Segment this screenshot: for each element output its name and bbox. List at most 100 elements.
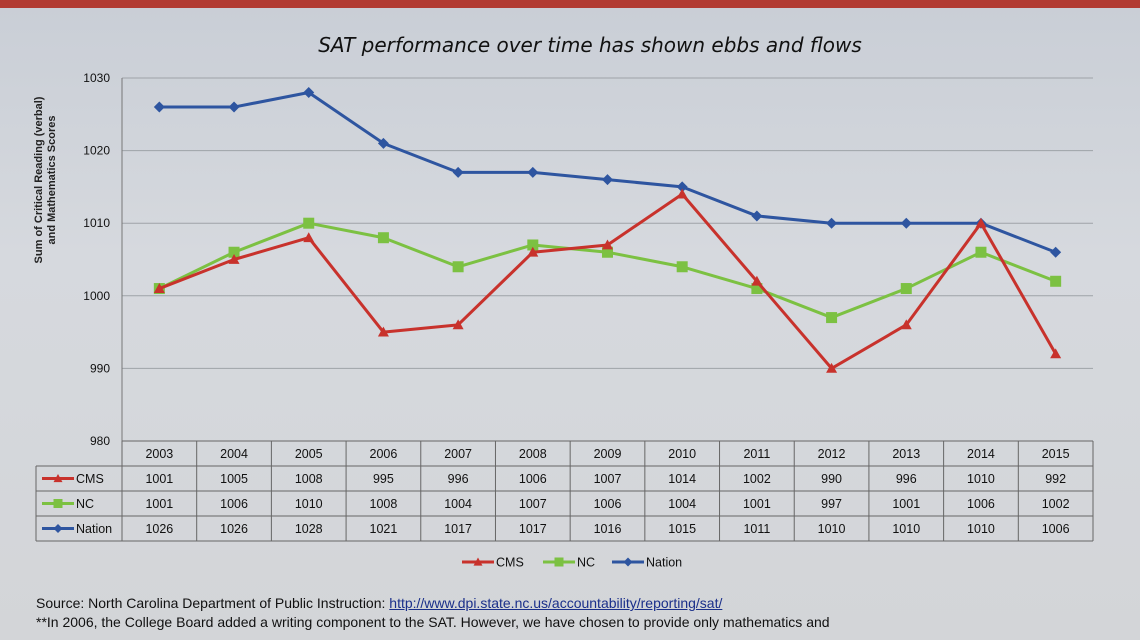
x-tick-label: 2011	[743, 447, 770, 461]
cms-point	[602, 239, 613, 250]
nation-point	[900, 217, 912, 229]
nation-legend-marker	[623, 557, 633, 567]
nc-point	[900, 283, 912, 295]
legend: CMS NC Nation	[462, 556, 682, 570]
table-cell: 1026	[145, 522, 173, 536]
table-cell: 1006	[1042, 522, 1070, 536]
table-cell: 1010	[818, 522, 846, 536]
nc-point	[676, 261, 688, 273]
source-link[interactable]: http://www.dpi.state.nc.us/accountabilit…	[389, 595, 723, 611]
table-cell: 1014	[668, 472, 696, 486]
source-prefix: Source: North Carolina Department of Pub…	[36, 595, 390, 611]
cms-point	[975, 217, 987, 228]
x-tick-label: 2012	[818, 447, 846, 461]
nation-point	[303, 87, 315, 99]
nc-point	[1050, 275, 1062, 287]
y-tick-label: 1020	[83, 144, 110, 158]
footer: Source: North Carolina Department of Pub…	[36, 594, 1126, 632]
series-group	[153, 87, 1062, 373]
x-tick-label: 2008	[519, 447, 547, 461]
x-tick-label: 2009	[594, 447, 622, 461]
table-cell: 1006	[967, 497, 995, 511]
table-cell: 1010	[892, 522, 920, 536]
nc-table-key-marker	[53, 499, 63, 508]
legend-label: NC	[577, 556, 595, 570]
footnote: **In 2006, the College Board added a wri…	[36, 614, 830, 630]
nc-point	[452, 261, 464, 273]
cms-point	[303, 232, 315, 243]
table-cell: 1005	[220, 472, 248, 486]
table-cell: 1006	[594, 497, 622, 511]
table-cell: 1004	[444, 497, 472, 511]
table-cell: 1015	[668, 522, 696, 536]
cms-point	[377, 326, 389, 337]
table-cell: 1006	[519, 472, 547, 486]
cms-point	[527, 246, 539, 257]
x-tick-label: 2004	[220, 447, 248, 461]
nation-point	[1050, 246, 1062, 258]
nc-point	[303, 217, 315, 229]
x-tick-label: 2006	[370, 447, 398, 461]
table-cell: 1017	[444, 522, 472, 536]
table-cell: 1010	[967, 522, 995, 536]
table-cell: 1010	[295, 497, 323, 511]
table-cell: 995	[373, 472, 394, 486]
nc-point	[826, 312, 838, 324]
y-axis-label-line: Sum of Critical Reading (verbal)	[33, 96, 45, 263]
x-tick-label: 2003	[145, 447, 173, 461]
cms-point	[751, 275, 763, 286]
table-cell: 1004	[668, 497, 696, 511]
nation-point	[452, 166, 464, 178]
table-cell: 1007	[519, 497, 547, 511]
table-row-label: CMS	[76, 472, 104, 486]
table-cell: 1002	[1042, 497, 1070, 511]
cms-point	[1050, 348, 1062, 359]
nc-point	[975, 246, 987, 258]
table-cell: 990	[821, 472, 842, 486]
nc-legend-marker	[554, 557, 564, 567]
table-cell: 1028	[295, 522, 323, 536]
y-axis-label: Sum of Critical Reading (verbal)and Math…	[33, 96, 58, 263]
y-tick-label: 1010	[83, 216, 110, 230]
table-row-label: NC	[76, 497, 94, 511]
nc-point	[751, 283, 763, 295]
nation-point	[377, 137, 389, 149]
cms-point	[826, 362, 838, 373]
gridlines	[121, 77, 1093, 441]
cms-table-key-marker	[53, 474, 63, 483]
cms-point	[452, 319, 464, 330]
table-cell: 1001	[892, 497, 920, 511]
line-chart: SAT performance over time has shown ebbs…	[33, 33, 1094, 570]
cms-point	[153, 283, 165, 293]
cms-point	[900, 319, 912, 330]
table-cell: 992	[1045, 472, 1066, 486]
nation-point	[676, 181, 688, 193]
x-tick-label: 2015	[1042, 447, 1070, 461]
table-cell: 997	[821, 497, 842, 511]
nation-point	[527, 166, 539, 178]
nation-table-key-marker	[53, 524, 63, 533]
table-cell: 1008	[370, 497, 398, 511]
table-cell: 1021	[370, 522, 398, 536]
nc-point	[602, 246, 613, 258]
table-cell: 1002	[743, 472, 771, 486]
nation-point	[228, 101, 240, 113]
x-tick-label: 2007	[444, 447, 472, 461]
table-cell: 1017	[519, 522, 547, 536]
nation-point	[602, 174, 613, 186]
x-tick-label: 2010	[668, 447, 696, 461]
x-tick-label: 2005	[295, 447, 323, 461]
nation-point	[826, 217, 838, 229]
y-tick-label: 980	[90, 434, 110, 448]
table-cell: 1011	[743, 522, 770, 536]
nation-point	[153, 101, 165, 113]
y-tick-label: 1000	[83, 289, 110, 303]
legend-label: Nation	[646, 556, 682, 570]
y-tick-label: 1030	[83, 71, 110, 85]
source-line: Source: North Carolina Department of Pub…	[36, 594, 1126, 613]
table-cell: 1001	[145, 497, 173, 511]
nc-point	[527, 239, 539, 251]
data-table: 2003 2004 2005 2006 2007 2008 2009 2010 2011 2012…	[35, 440, 1094, 542]
table-cell: 1010	[967, 472, 995, 486]
table-cell: 1001	[743, 497, 771, 511]
